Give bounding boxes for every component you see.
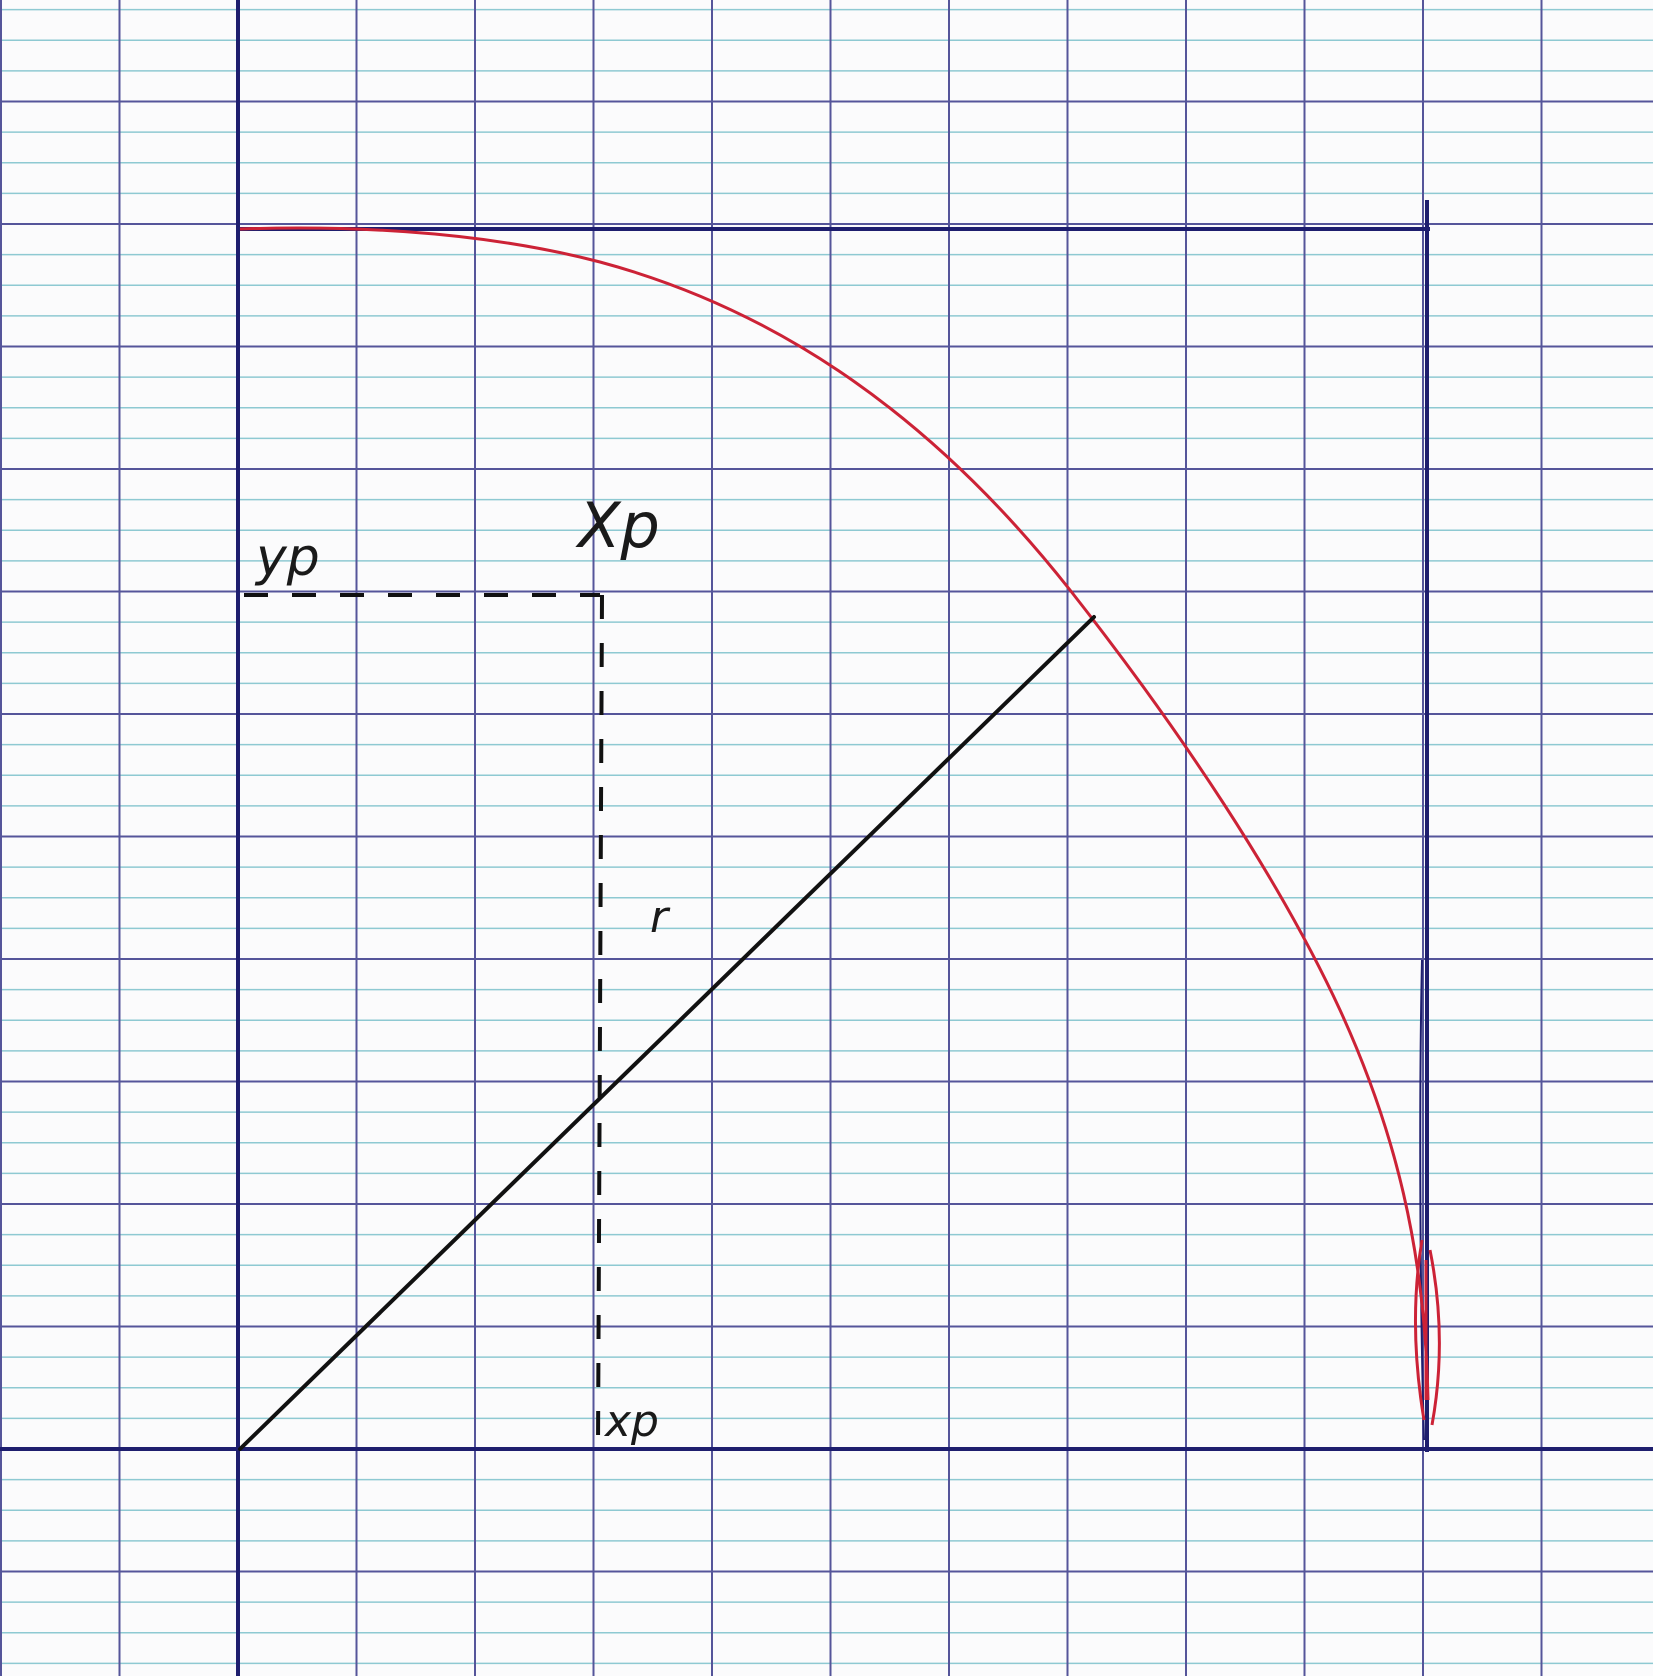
right-boundary-stroke <box>1419 959 1425 1441</box>
grid-minor-lines <box>0 8 1653 1665</box>
radius-line <box>238 615 1096 1451</box>
label-xp-top: Xp <box>575 489 660 562</box>
projection-lines <box>244 593 604 1450</box>
label-yp: yp <box>254 528 320 588</box>
label-radius: r <box>650 892 671 943</box>
arc-end-scribble <box>1413 1239 1441 1426</box>
label-xp-bottom: xp <box>603 1396 659 1447</box>
quarter-circle-arc <box>239 226 1430 1401</box>
